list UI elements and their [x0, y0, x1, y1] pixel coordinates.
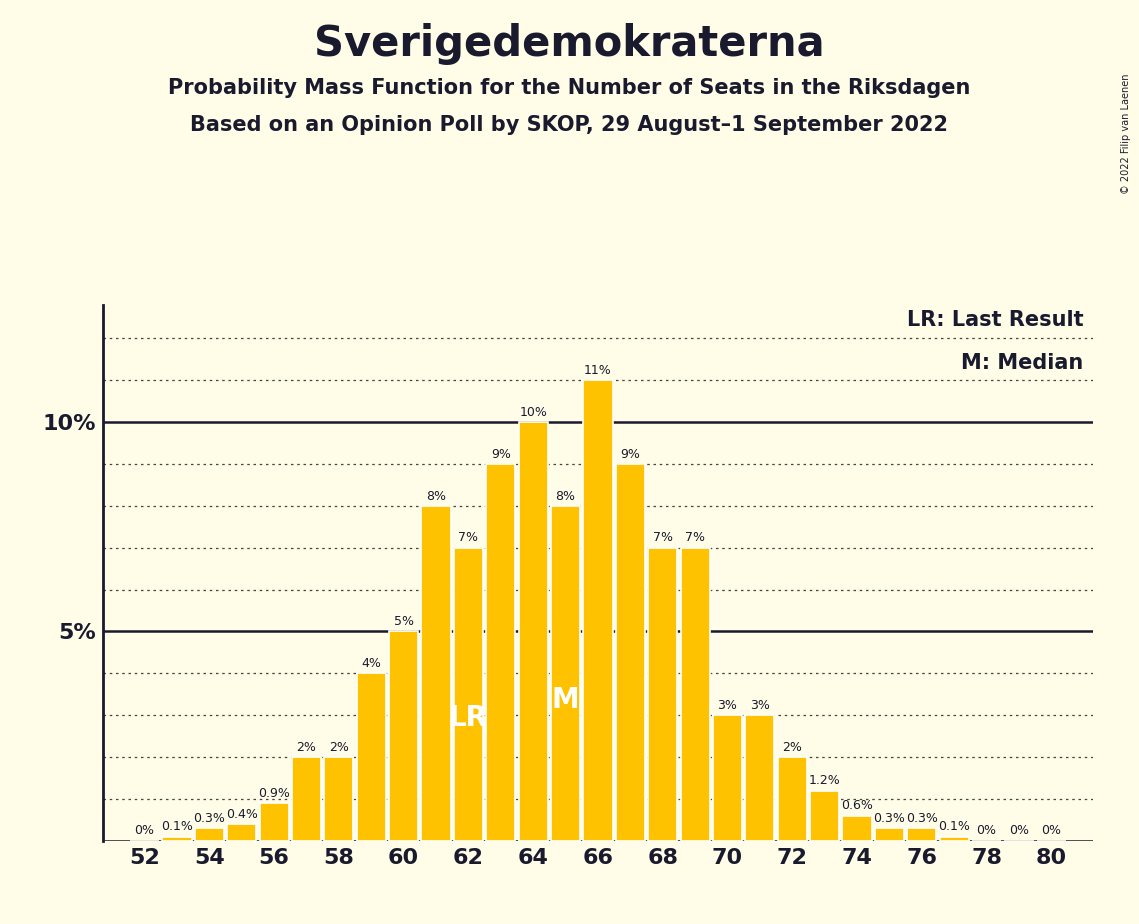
Bar — [390, 631, 418, 841]
Text: LR: Last Result: LR: Last Result — [907, 310, 1083, 330]
Bar — [713, 715, 743, 841]
Bar — [486, 464, 515, 841]
Bar — [518, 422, 548, 841]
Bar — [778, 757, 806, 841]
Text: 10%: 10% — [519, 406, 547, 419]
Text: 3%: 3% — [718, 699, 737, 711]
Text: M: M — [551, 687, 580, 714]
Text: Based on an Opinion Poll by SKOP, 29 August–1 September 2022: Based on an Opinion Poll by SKOP, 29 Aug… — [190, 115, 949, 135]
Text: 9%: 9% — [491, 447, 510, 461]
Text: 2%: 2% — [296, 741, 317, 754]
Text: 7%: 7% — [458, 531, 478, 544]
Text: 0%: 0% — [1041, 824, 1062, 837]
Bar — [875, 828, 904, 841]
Text: 0.6%: 0.6% — [841, 799, 872, 812]
Text: 0%: 0% — [1009, 824, 1029, 837]
Bar — [163, 836, 191, 841]
Text: 7%: 7% — [653, 531, 673, 544]
Text: 0.3%: 0.3% — [874, 812, 906, 825]
Text: 8%: 8% — [426, 490, 446, 503]
Text: 3%: 3% — [749, 699, 770, 711]
Text: 0.3%: 0.3% — [906, 812, 937, 825]
Bar — [292, 757, 321, 841]
Text: 0.9%: 0.9% — [259, 787, 290, 800]
Bar — [745, 715, 775, 841]
Bar — [325, 757, 353, 841]
Text: 0.1%: 0.1% — [161, 821, 192, 833]
Bar — [648, 548, 678, 841]
Text: 0%: 0% — [134, 824, 155, 837]
Text: 0.1%: 0.1% — [939, 821, 970, 833]
Bar — [843, 816, 871, 841]
Text: Probability Mass Function for the Number of Seats in the Riksdagen: Probability Mass Function for the Number… — [169, 78, 970, 98]
Text: © 2022 Filip van Laenen: © 2022 Filip van Laenen — [1121, 74, 1131, 194]
Text: 0.4%: 0.4% — [226, 808, 257, 821]
Bar — [453, 548, 483, 841]
Bar — [357, 674, 386, 841]
Bar — [421, 506, 451, 841]
Text: 9%: 9% — [621, 447, 640, 461]
Text: 8%: 8% — [556, 490, 575, 503]
Text: 1.2%: 1.2% — [809, 774, 841, 787]
Bar — [616, 464, 645, 841]
Text: LR: LR — [449, 704, 487, 732]
Text: 2%: 2% — [782, 741, 802, 754]
Text: 4%: 4% — [361, 657, 382, 670]
Text: 0%: 0% — [976, 824, 997, 837]
Text: Sverigedemokraterna: Sverigedemokraterna — [314, 23, 825, 65]
Text: 2%: 2% — [329, 741, 349, 754]
Bar — [908, 828, 936, 841]
Bar — [940, 836, 969, 841]
Text: 7%: 7% — [686, 531, 705, 544]
Bar — [227, 824, 256, 841]
Text: M: Median: M: Median — [961, 353, 1083, 373]
Text: 5%: 5% — [394, 615, 413, 628]
Bar — [551, 506, 580, 841]
Bar — [681, 548, 710, 841]
Bar — [260, 803, 288, 841]
Bar — [810, 791, 839, 841]
Text: 11%: 11% — [584, 364, 612, 377]
Bar — [195, 828, 224, 841]
Text: 0.3%: 0.3% — [194, 812, 226, 825]
Bar — [583, 381, 613, 841]
